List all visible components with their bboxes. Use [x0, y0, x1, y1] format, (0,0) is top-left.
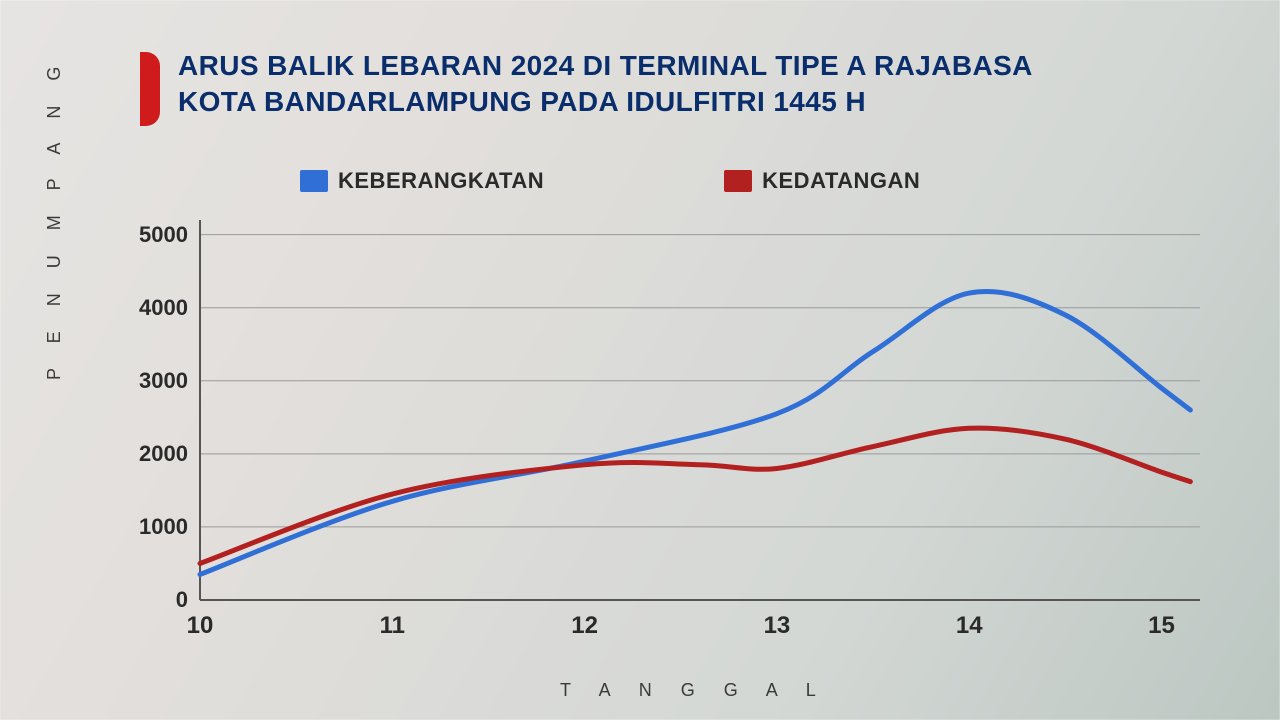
infographic-content: ARUS BALIK LEBARAN 2024 DI TERMINAL TIPE…: [0, 0, 1280, 720]
y-tick: 4000: [118, 295, 188, 321]
x-tick: 15: [1132, 612, 1192, 640]
legend-item-kedatangan: KEDATANGAN: [724, 168, 920, 194]
x-tick: 11: [362, 612, 422, 640]
legend-swatch-keberangkatan: [300, 170, 328, 192]
title-block: ARUS BALIK LEBARAN 2024 DI TERMINAL TIPE…: [140, 48, 1220, 126]
title-text: ARUS BALIK LEBARAN 2024 DI TERMINAL TIPE…: [178, 48, 1033, 120]
legend-swatch-kedatangan: [724, 170, 752, 192]
legend-label: KEBERANGKATAN: [338, 168, 544, 194]
title-line-2: KOTA BANDARLAMPUNG PADA IDULFITRI 1445 H: [178, 84, 1033, 120]
title-line-1: ARUS BALIK LEBARAN 2024 DI TERMINAL TIPE…: [178, 48, 1033, 84]
legend-label: KEDATANGAN: [762, 168, 920, 194]
chart-svg: [120, 210, 1210, 630]
x-axis-label: T A N G G A L: [560, 680, 828, 701]
title-accent-tab: [140, 52, 160, 126]
y-tick: 1000: [118, 514, 188, 540]
x-tick: 10: [170, 612, 230, 640]
legend-item-keberangkatan: KEBERANGKATAN: [300, 168, 544, 194]
x-tick: 12: [555, 612, 615, 640]
x-tick: 14: [939, 612, 999, 640]
y-tick: 5000: [118, 222, 188, 248]
y-tick: 0: [118, 587, 188, 613]
chart-area: [120, 210, 1210, 630]
x-tick: 13: [747, 612, 807, 640]
y-tick: 2000: [118, 441, 188, 467]
series-line-kedatangan: [200, 428, 1190, 563]
y-tick: 3000: [118, 368, 188, 394]
y-axis-label: P E N U M P A N G: [44, 57, 65, 380]
legend: KEBERANGKATAN KEDATANGAN: [300, 168, 920, 194]
